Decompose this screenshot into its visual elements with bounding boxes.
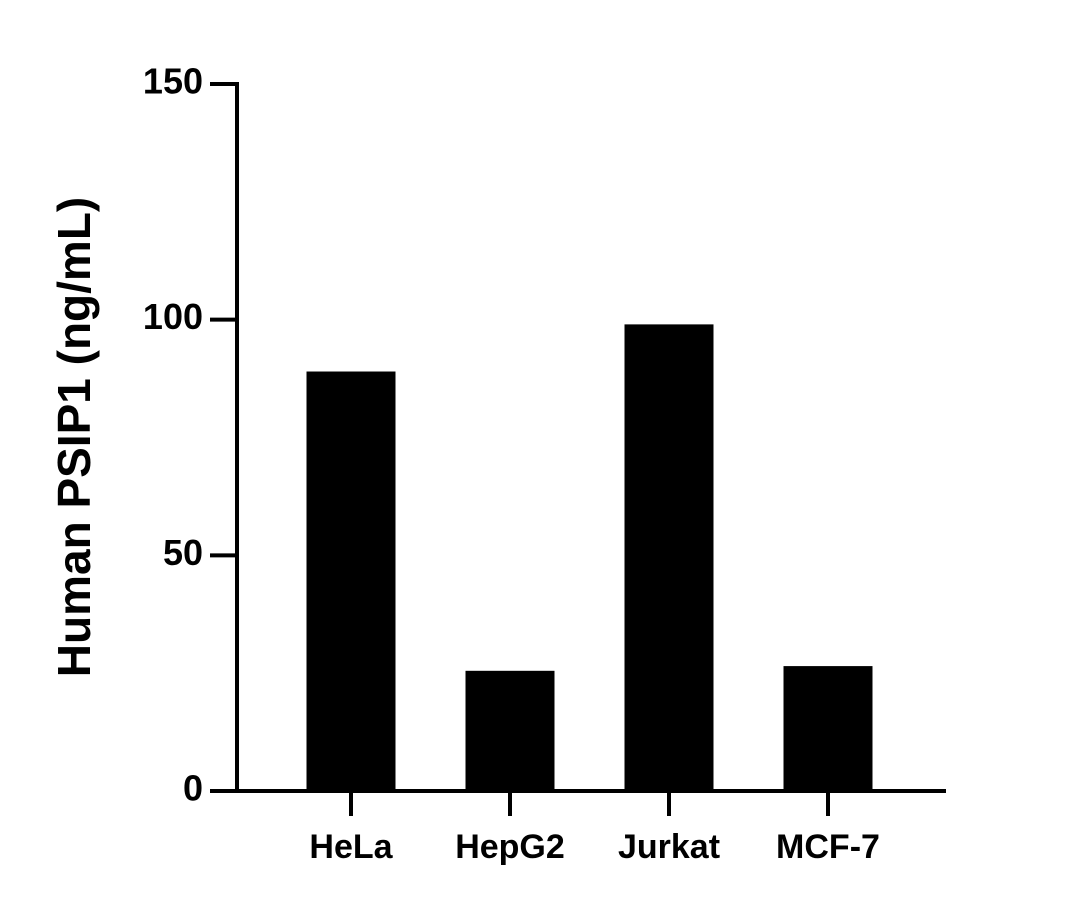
y-tick-label: 100 <box>143 296 203 337</box>
x-tick-label: HeLa <box>309 828 393 866</box>
y-axis-title: Human PSIP1 (ng/mL) <box>48 197 100 677</box>
y-tick-label: 50 <box>163 532 203 573</box>
y-tick-label: 150 <box>143 61 203 102</box>
y-tick-label: 0 <box>183 768 203 809</box>
bar <box>624 324 714 791</box>
x-tick-label: Jurkat <box>618 828 720 866</box>
bar <box>465 670 555 791</box>
bar <box>306 371 396 791</box>
x-tick-label: MCF-7 <box>776 828 880 866</box>
x-tick-label: HepG2 <box>455 828 565 866</box>
bar <box>783 666 873 791</box>
